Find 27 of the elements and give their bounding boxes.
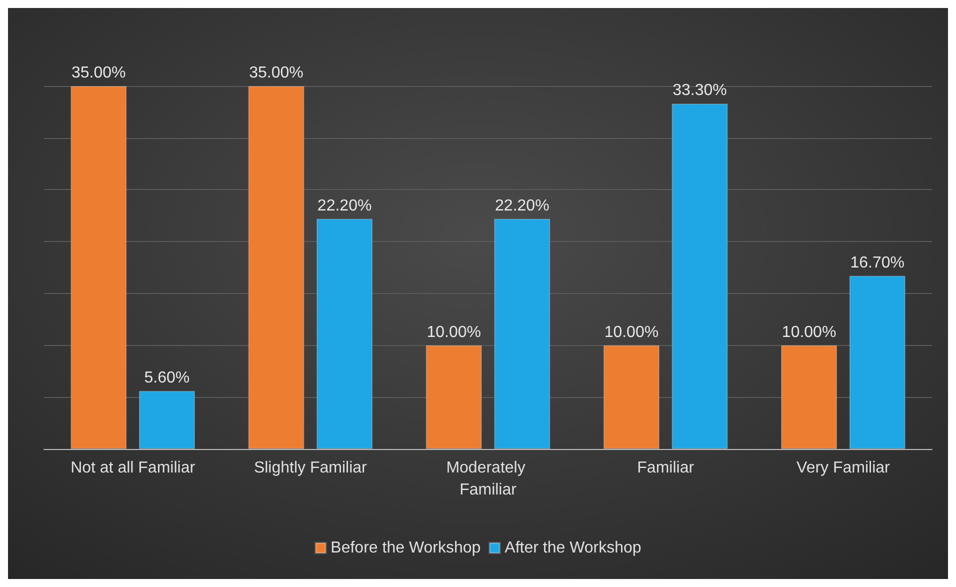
data-label: 33.30%: [672, 82, 727, 100]
x-tick-label: Slightly Familiar: [254, 460, 368, 476]
x-tick-label: Not at all Familiar: [70, 460, 196, 476]
legend-label: After the Workshop: [504, 540, 642, 556]
bar: [672, 104, 728, 449]
data-label: 35.00%: [72, 64, 126, 82]
data-label: 35.00%: [249, 64, 304, 82]
legend-label: Before the Workshop: [330, 540, 481, 556]
bar: [603, 345, 660, 449]
bar: [494, 218, 550, 449]
data-label: 5.60%: [144, 369, 190, 386]
x-tick-label: Moderately Familiar: [446, 460, 530, 498]
data-label: 10.00%: [426, 324, 481, 341]
bar: [426, 345, 482, 449]
data-label: 22.20%: [495, 197, 550, 214]
x-tick-label: Very Familiar: [796, 460, 891, 476]
bar: [70, 86, 127, 449]
bar: [316, 218, 373, 449]
x-tick-label: Familiar: [637, 460, 695, 476]
data-label: 22.20%: [317, 197, 372, 214]
data-label: 16.70%: [850, 254, 904, 272]
bar: [248, 86, 304, 449]
bar: [781, 345, 838, 449]
bar: [138, 390, 195, 449]
bar: [849, 276, 906, 449]
data-label: 10.00%: [782, 324, 836, 341]
data-label: 10.00%: [604, 324, 659, 341]
